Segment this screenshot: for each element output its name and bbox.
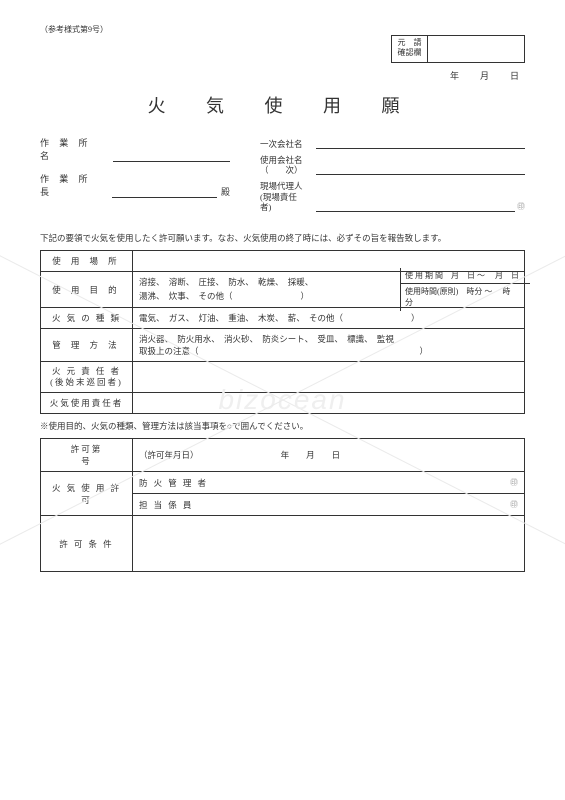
- lead-text: 下記の要領で火気を使用したく許可願います。なお、火気使用の終了時には、必ずその旨…: [40, 232, 525, 244]
- row-fire-user-officer-field[interactable]: [133, 393, 525, 414]
- row-fire-officer-field[interactable]: [133, 362, 525, 393]
- row-firetype-label: 火 気 の 種 類: [41, 308, 133, 329]
- seal-mark: ㊞: [517, 201, 525, 212]
- row-mgmt-options[interactable]: 消火器、 防火用水、 消火砂、 防炎シート、 受皿、 標識、 監視 取扱上の注意…: [133, 329, 525, 362]
- site-agent-field[interactable]: [316, 199, 515, 212]
- reference-number: （参考様式第9号）: [40, 24, 525, 35]
- period-field[interactable]: 月 日 ～ 月 日: [451, 271, 519, 280]
- user-company-label: 使用会社名 （ 次）: [260, 155, 316, 175]
- row-mgmt-label: 管 理 方 法: [41, 329, 133, 362]
- row-fire-officer-label: 火 元 責 任 者 (後始末巡回者): [41, 362, 133, 393]
- confirmation-box-field[interactable]: [428, 36, 524, 62]
- time-label: 使用時間(原則): [405, 287, 458, 296]
- row-purpose-label: 使 用 目 的: [41, 271, 133, 307]
- row-purpose-options[interactable]: 溶接、 溶断、 圧接、 防水、 乾燥、 採暖、 湯沸、 炊事、 その他（ ）: [133, 272, 394, 307]
- circle-instruction: ※使用目的、火気の種類、管理方法は該当事項を○で囲んでください。: [40, 420, 525, 432]
- permit-table: 許可第 号 （許可年月日） 年 月 日 火 気 使 用 許 可 防 火 管 理 …: [40, 438, 525, 572]
- confirmation-box-label: 元 請 確認欄: [392, 36, 428, 62]
- permit-date-label: （許可年月日）: [139, 450, 199, 460]
- worksite-chief-label: 作 業 所 長: [40, 172, 108, 198]
- worksite-chief-field[interactable]: [112, 184, 217, 198]
- staff-in-charge-row[interactable]: 担 当 係 員㊞: [133, 494, 525, 516]
- worksite-name-label: 作 業 所 名: [40, 136, 109, 162]
- row-fire-user-officer-label: 火気使用責任者: [41, 393, 133, 414]
- primary-company-label: 一次会社名: [260, 139, 316, 149]
- primary-company-field[interactable]: [316, 136, 525, 149]
- row-place-label: 使 用 場 所: [41, 250, 133, 271]
- permit-date-field[interactable]: 年 月 日: [281, 450, 341, 460]
- user-company-field[interactable]: [316, 162, 525, 175]
- confirmation-box: 元 請 確認欄: [391, 35, 525, 63]
- worksite-name-field[interactable]: [113, 148, 230, 162]
- permit-conditions-field[interactable]: [133, 516, 525, 572]
- period-label: 使 用 期 間: [405, 271, 443, 280]
- usage-details-table: 使 用 場 所 使 用 目 的 溶接、 溶断、 圧接、 防水、 乾燥、 採暖、 …: [40, 250, 525, 414]
- document-title: 火 気 使 用 願: [40, 92, 525, 118]
- fire-manager-row[interactable]: 防 火 管 理 者㊞: [133, 472, 525, 494]
- permit-conditions-label: 許 可 条 件: [41, 516, 133, 572]
- honorific-suffix: 殿: [221, 185, 230, 198]
- usage-period-block: 使 用 期 間 月 日 ～ 月 日 使用時間(原則) 時分 ～ 時 分: [400, 268, 530, 311]
- addressee-block: 作 業 所 名 作 業 所 長 殿: [40, 136, 230, 218]
- date-line[interactable]: 年 月 日: [40, 69, 525, 82]
- site-agent-label: 現場代理人 (現場責任 者): [260, 181, 316, 212]
- applicant-block: 一次会社名 使用会社名 （ 次） 現場代理人 (現場責任 者) ㊞: [260, 136, 525, 218]
- permit-number-label[interactable]: 許可第 号: [41, 439, 133, 472]
- fire-use-permit-label: 火 気 使 用 許 可: [41, 472, 133, 516]
